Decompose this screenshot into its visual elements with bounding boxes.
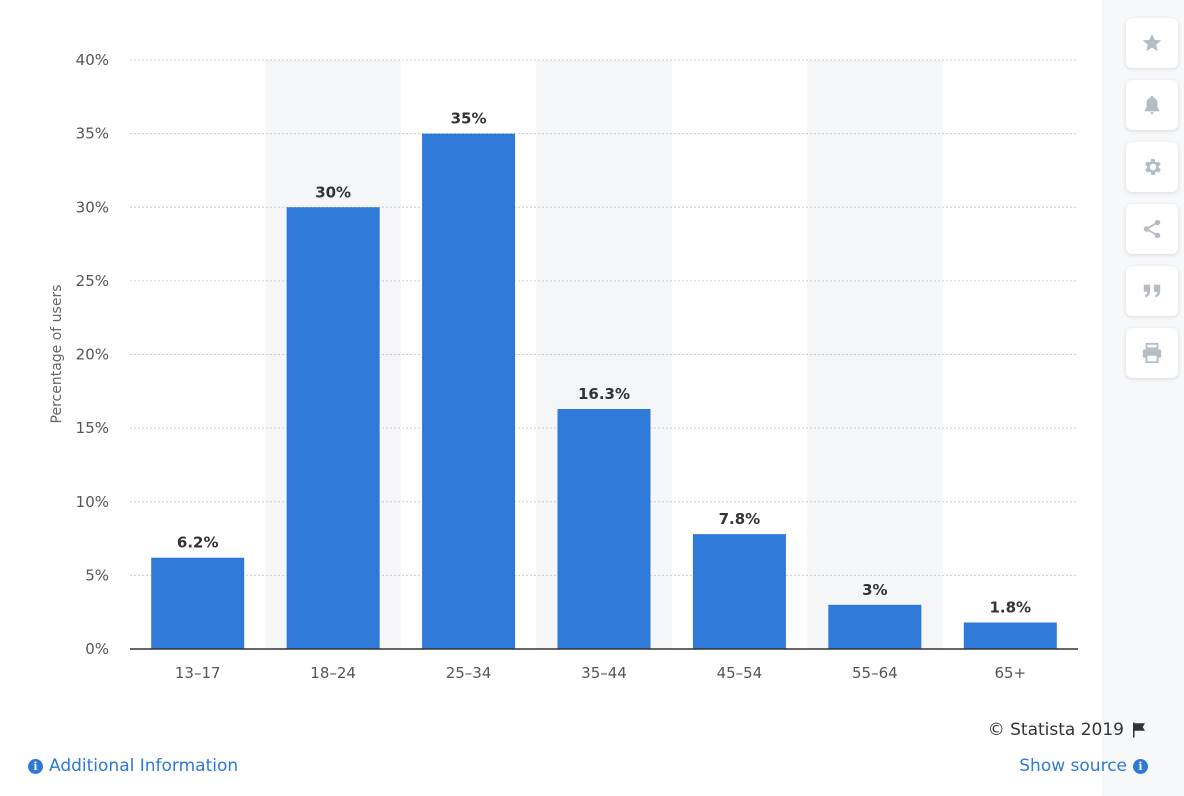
share-icon xyxy=(1143,219,1161,239)
print-icon xyxy=(1142,342,1162,364)
y-axis-label: Percentage of users xyxy=(49,285,65,424)
show-source-label: Show source xyxy=(1019,756,1127,776)
y-tick-label: 0% xyxy=(85,640,109,658)
bell-icon xyxy=(1144,95,1160,115)
copyright-notice: © Statista 2019 xyxy=(988,720,1148,740)
citation-button[interactable] xyxy=(1126,266,1178,316)
data-label: 35% xyxy=(451,110,487,128)
notification-button[interactable] xyxy=(1126,80,1178,130)
toolbar-sidebar xyxy=(1102,0,1184,796)
y-tick-label: 20% xyxy=(76,346,109,364)
y-tick-label: 25% xyxy=(76,272,109,290)
additional-information-label: Additional Information xyxy=(49,756,239,776)
data-label: 3% xyxy=(862,581,887,599)
data-label: 30% xyxy=(315,183,351,201)
data-label: 7.8% xyxy=(719,510,761,528)
bar xyxy=(151,557,245,649)
bar xyxy=(828,604,922,649)
favorite-button[interactable] xyxy=(1126,18,1178,68)
x-tick-label: 35–44 xyxy=(581,664,627,682)
y-tick-label: 15% xyxy=(76,419,109,437)
bar xyxy=(963,622,1057,649)
show-source-link[interactable]: Show source i xyxy=(1019,756,1148,776)
info-icon: i xyxy=(28,758,43,774)
print-button[interactable] xyxy=(1126,328,1178,378)
y-tick-label: 30% xyxy=(76,198,109,216)
x-tick-label: 65+ xyxy=(994,664,1026,682)
settings-button[interactable] xyxy=(1126,142,1178,192)
bar-chart: 0% 5% 10% 15% 20% 25% 30% 35% 40% Percentage of u… xyxy=(49,51,1078,682)
y-tick-label: 35% xyxy=(76,125,109,143)
flag-icon[interactable] xyxy=(1130,721,1148,739)
share-button[interactable] xyxy=(1126,204,1178,254)
additional-information-link[interactable]: i Additional Information xyxy=(28,756,238,776)
star-icon xyxy=(1142,33,1162,52)
bar xyxy=(422,133,516,649)
bar xyxy=(286,207,380,649)
copyright-text: © Statista 2019 xyxy=(987,720,1124,740)
x-tick-label: 18–24 xyxy=(310,664,356,682)
data-label: 16.3% xyxy=(578,385,630,403)
x-tick-label: 25–34 xyxy=(446,664,492,682)
gear-icon xyxy=(1145,159,1161,175)
bar xyxy=(557,408,651,649)
quote-icon xyxy=(1143,284,1161,298)
y-tick-label: 10% xyxy=(76,493,109,511)
bar xyxy=(692,534,786,649)
chart-area: 0% 5% 10% 15% 20% 25% 30% 35% 40% Percentage of u… xyxy=(49,51,1078,682)
info-icon: i xyxy=(1133,758,1148,774)
x-tick-label: 45–54 xyxy=(717,664,763,682)
data-label: 1.8% xyxy=(989,598,1031,616)
y-tick-label: 40% xyxy=(76,51,109,69)
y-tick-label: 5% xyxy=(85,566,109,584)
x-tick-label: 13–17 xyxy=(175,664,221,682)
data-label: 6.2% xyxy=(177,534,219,552)
x-tick-label: 55–64 xyxy=(852,664,898,682)
